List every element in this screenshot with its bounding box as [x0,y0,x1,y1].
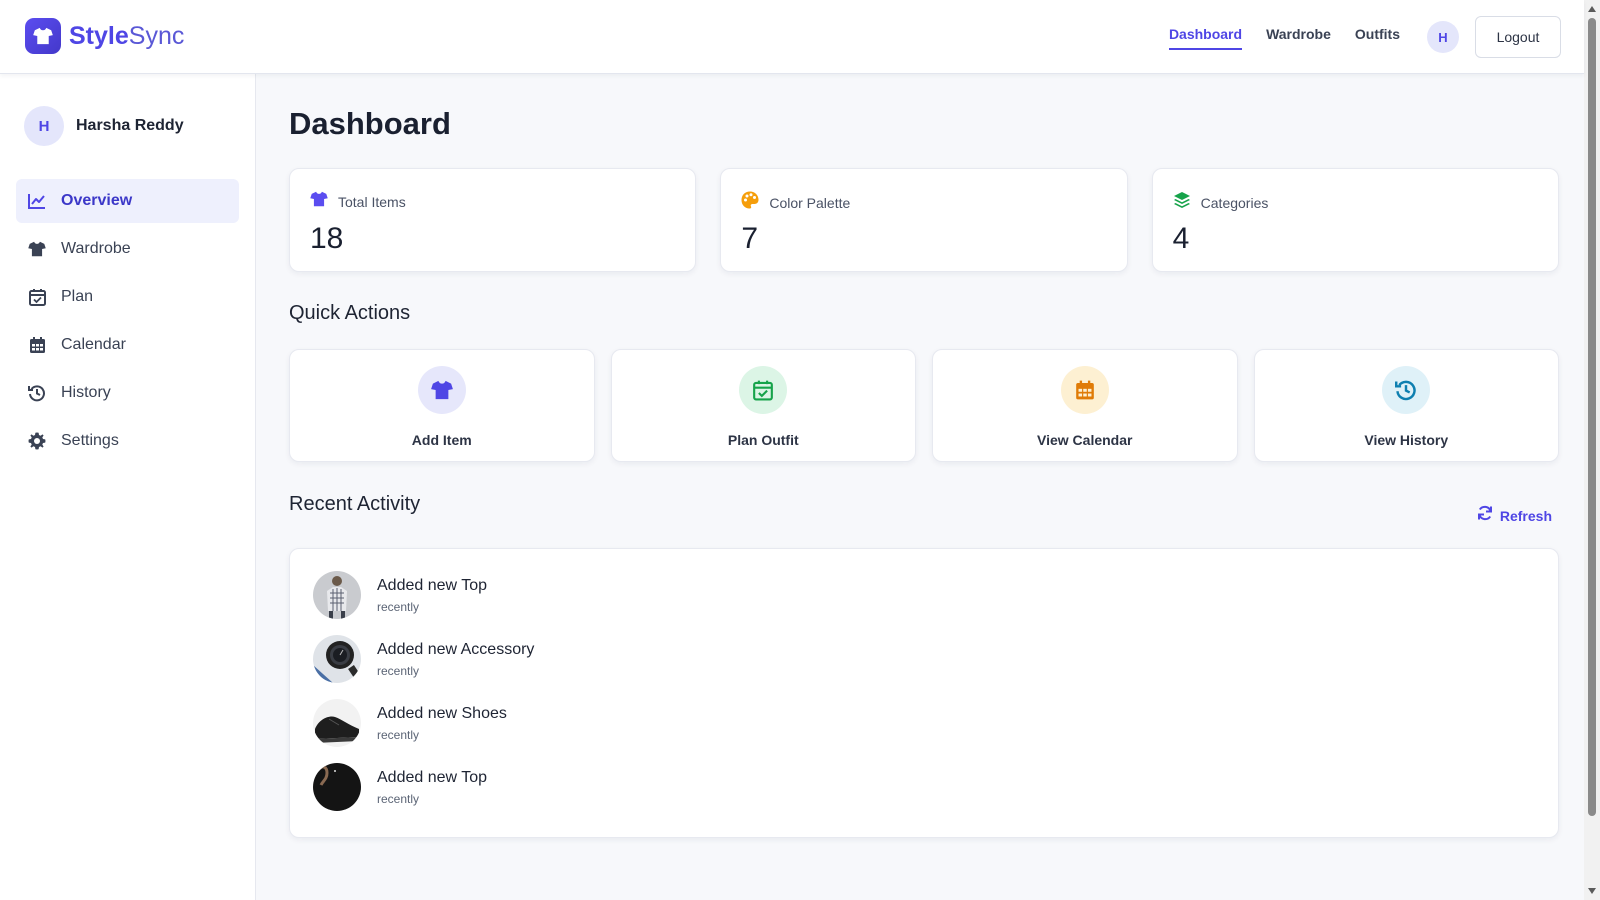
calendar-check-icon [27,287,47,307]
quick-action-label: View History [1364,432,1449,448]
stat-value: 4 [1172,222,1190,255]
sidebar-item-settings[interactable]: Settings [16,419,239,463]
scroll-thumb[interactable] [1588,18,1596,816]
quick-actions-title: Quick Actions [289,302,411,324]
recent-activity-title: Recent Activity [289,493,421,515]
sidebar-user: H Harsha Reddy [24,106,184,146]
activity-time: recently [377,663,420,678]
sidebar-item-label: Overview [61,192,133,209]
quick-actions: Add Item Plan Outfit View Calendar View … [289,349,1559,462]
palette-icon [741,191,759,214]
shoes-thumbnail [313,699,361,747]
refresh-label: Refresh [1499,507,1552,524]
scroll-down-arrow-icon[interactable] [1588,888,1596,894]
calendar-check-icon [739,366,788,414]
layers-icon [1173,191,1191,214]
logout-button[interactable]: Logout [1475,16,1561,58]
brand[interactable]: StyleSync [25,18,184,54]
quick-action-label: Add Item [411,432,472,448]
view-calendar-button[interactable]: View Calendar [932,349,1238,462]
sidebar-item-label: Settings [61,432,119,449]
scroll-up-arrow-icon[interactable] [1588,6,1596,12]
chart-line-icon [27,191,47,211]
quick-action-label: Plan Outfit [727,432,799,448]
watch-thumbnail [313,635,361,683]
recent-activity-card: Added new Top recently Added new Accesso… [289,548,1559,838]
top-nav: Dashboard Wardrobe Outfits [1168,26,1400,50]
stat-card-color-palette: Color Palette 7 [720,168,1128,272]
view-history-button[interactable]: View History [1253,349,1559,462]
sidebar-avatar: H [24,106,64,146]
stat-value: 18 [310,222,344,255]
activity-title: Added new Top [377,768,488,786]
sidebar-item-plan[interactable]: Plan [16,275,239,319]
refresh-button[interactable]: Refresh [1477,505,1552,526]
activity-time: recently [377,791,420,806]
stats-row: Total Items 18 Color Palette 7 Categorie… [289,168,1559,272]
stat-card-total-items: Total Items 18 [289,168,697,272]
add-item-button[interactable]: Add Item [289,349,595,462]
topnav-wardrobe-link[interactable]: Wardrobe [1266,26,1331,42]
sidebar-item-label: Wardrobe [61,240,131,257]
list-item[interactable]: Added new Top recently [313,571,534,619]
calendar-icon [1060,366,1109,414]
activity-title: Added new Shoes [377,704,507,722]
stat-value: 7 [741,222,759,255]
sidebar-item-overview[interactable]: Overview [16,179,239,223]
list-item[interactable]: Added new Top recently [313,763,534,811]
sidebar-item-wardrobe[interactable]: Wardrobe [16,227,239,271]
stat-label: Color Palette [769,194,851,211]
sidebar-item-calendar[interactable]: Calendar [16,323,239,367]
sidebar-username: Harsha Reddy [76,117,184,134]
stat-label: Total Items [338,193,406,210]
sidebar: H Harsha Reddy Overview Wardrobe Plan C [0,74,256,900]
list-item[interactable]: Added new Accessory recently [313,635,534,683]
sidebar-menu: Overview Wardrobe Plan Calendar History [16,179,239,467]
list-item[interactable]: Added new Shoes recently [313,699,534,747]
shirt-icon [310,191,328,212]
shirt-icon [27,239,47,259]
history-icon [1382,366,1431,414]
sidebar-item-label: Plan [61,288,94,305]
sidebar-item-label: Calendar [61,336,126,353]
stat-card-categories: Categories 4 [1151,168,1559,272]
stat-label: Categories [1200,194,1269,211]
sidebar-item-label: History [61,384,111,401]
plan-outfit-button[interactable]: Plan Outfit [610,349,916,462]
black-top-thumbnail [313,763,361,811]
checked-shirt-thumbnail [313,571,361,619]
page-title: Dashboard [289,106,451,141]
gear-icon [27,431,47,451]
activity-title: Added new Accessory [377,640,535,658]
sidebar-item-history[interactable]: History [16,371,239,415]
activity-time: recently [377,599,420,614]
shirt-icon [417,366,466,414]
activity-time: recently [377,727,420,742]
activity-title: Added new Top [377,576,488,594]
topnav-dashboard-link[interactable]: Dashboard [1168,26,1243,50]
page-scrollbar[interactable] [1584,0,1600,900]
topnav-outfits-link[interactable]: Outfits [1354,26,1400,42]
brand-logo-shirt-icon [25,18,61,54]
activity-list: Added new Top recently Added new Accesso… [313,571,534,827]
history-icon [27,383,47,403]
refresh-icon [1477,505,1493,526]
top-navbar: StyleSync Dashboard Wardrobe Outfits H L… [0,0,1584,74]
user-avatar[interactable]: H [1427,21,1459,53]
brand-name: StyleSync [69,21,185,50]
calendar-icon [27,335,47,355]
quick-action-label: View Calendar [1037,432,1133,448]
